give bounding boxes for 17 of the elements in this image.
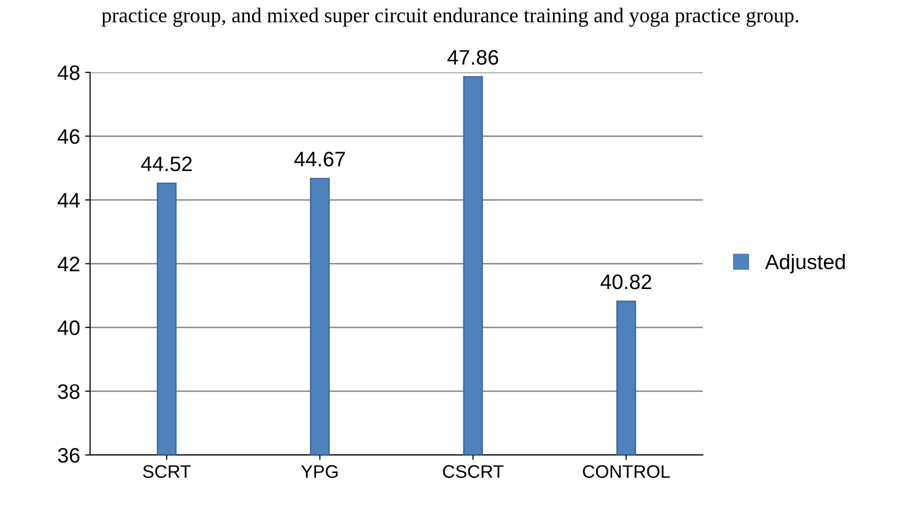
y-tick-label: 36 [58,448,80,463]
y-tick-label: 38 [58,384,80,399]
text: practice group, and mixed super circuit endurance training and yoga practice group. [102,8,798,27]
x-tick-label: SCRT [143,465,191,478]
x-tick-label: YPG [301,465,338,478]
data-label: 47.86 [447,50,498,65]
x-tick-label: CONTROL [582,465,670,478]
y-tick-label: 40 [58,320,80,336]
x-tick-label: CSCRT [443,465,504,478]
y-tick-label: 42 [58,256,80,272]
y-tick-label: 48 [58,65,80,80]
y-tick-label: 44 [58,193,80,208]
data-label: 44.52 [141,156,192,172]
data-label: 44.67 [294,152,345,166]
data-label: 40.82 [600,274,652,290]
legend-label: Adjusted [765,254,845,274]
y-tick-label: 46 [58,129,80,144]
